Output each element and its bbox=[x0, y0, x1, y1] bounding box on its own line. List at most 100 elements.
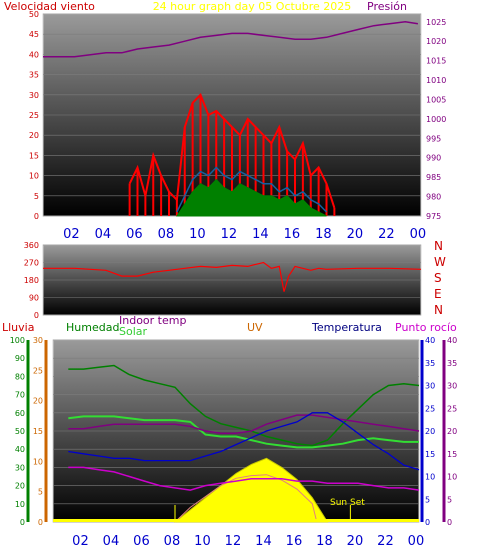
dew-y-tick: 30 bbox=[447, 382, 457, 391]
wind-y-tick: 25 bbox=[29, 111, 39, 120]
series-punto-rocio bbox=[68, 466, 420, 491]
uv-y-tick: 0 bbox=[38, 518, 43, 527]
temp-y-tick: 25 bbox=[425, 404, 435, 413]
lluvia-y-tick: 80 bbox=[15, 372, 25, 381]
series-indoor-temp bbox=[68, 414, 420, 435]
climate-axes: 0102030405060708090100051015202530051015… bbox=[10, 336, 457, 527]
series-humedad bbox=[68, 364, 420, 447]
wind-x-tick: 22 bbox=[378, 227, 395, 242]
direction-letter-e: E bbox=[434, 287, 442, 301]
lluvia-y-tick: 90 bbox=[15, 354, 25, 363]
climate-series bbox=[53, 364, 420, 522]
uv-y-tick: 10 bbox=[33, 457, 43, 466]
legend-humedad: Humedad bbox=[66, 321, 119, 334]
uv-y-tick: 30 bbox=[33, 336, 43, 345]
temp-y-tick: 20 bbox=[425, 427, 435, 436]
legend-lluvia: Lluvia bbox=[2, 321, 34, 334]
uv-y-tick: 20 bbox=[33, 397, 43, 406]
pressure-y-tick: 1015 bbox=[426, 57, 446, 66]
chart-date-title: 24 hour graph day 05 Octubre 2025 bbox=[153, 0, 352, 13]
dew-y-tick: 40 bbox=[447, 336, 457, 345]
legend-temperatura: Temperatura bbox=[311, 321, 382, 334]
wind-series bbox=[43, 21, 419, 217]
pressure-title: Presión bbox=[367, 0, 407, 13]
wind-y-tick: 15 bbox=[29, 151, 39, 160]
climate-x-axis: 02 04 06 08 10 12 14 16 18 20 22 00 bbox=[72, 534, 424, 549]
direction-grid bbox=[43, 244, 421, 316]
wind-x-tick: 02 bbox=[63, 227, 80, 242]
pressure-y-tick: 1010 bbox=[426, 76, 446, 85]
pressure-y-tick: 980 bbox=[426, 193, 441, 202]
uv-area bbox=[173, 457, 329, 523]
wind-y-tick: 5 bbox=[34, 192, 39, 201]
pressure-y-tick: 995 bbox=[426, 134, 441, 143]
dew-y-tick: 0 bbox=[447, 518, 452, 527]
temp-y-tick: 30 bbox=[425, 382, 435, 391]
uv-y-tick: 5 bbox=[38, 488, 43, 497]
wind-x-tick: 10 bbox=[189, 227, 206, 242]
lluvia-y-tick: 30 bbox=[15, 463, 25, 472]
direction-letter-n: N bbox=[434, 239, 443, 253]
pressure-y-tick: 975 bbox=[426, 212, 441, 221]
pressure-y-tick: 985 bbox=[426, 173, 441, 182]
wind-y-tick: 10 bbox=[29, 172, 39, 181]
dew-y-tick: 25 bbox=[447, 404, 457, 413]
series-presion bbox=[43, 21, 419, 58]
climate-x-tick: 10 bbox=[194, 534, 211, 549]
dew-y-tick: 10 bbox=[447, 473, 457, 482]
climate-x-tick: 12 bbox=[225, 534, 242, 549]
pressure-y-tick: 1020 bbox=[426, 37, 446, 46]
series-wind bbox=[128, 92, 336, 209]
wind-x-tick: 04 bbox=[95, 227, 112, 242]
direction-y-tick: 0 bbox=[34, 311, 39, 320]
wind-y-tick: 0 bbox=[34, 212, 39, 221]
series-solar bbox=[68, 415, 419, 449]
wind-x-tick: 14 bbox=[252, 227, 269, 242]
wind-x-tick: 00 bbox=[410, 227, 427, 242]
direction-letter-w: W bbox=[434, 255, 446, 269]
legend-uv: UV bbox=[247, 321, 263, 334]
climate-x-tick: 20 bbox=[347, 534, 364, 549]
lluvia-y-tick: 10 bbox=[15, 500, 25, 509]
wind-x-tick: 08 bbox=[158, 227, 175, 242]
uv-solar-fill bbox=[173, 457, 329, 523]
dew-y-tick: 35 bbox=[447, 359, 457, 368]
wind-x-axis: 02 04 06 08 10 12 14 16 18 20 22 00 bbox=[63, 227, 426, 242]
sunset-label: Sun Set bbox=[330, 498, 365, 508]
wind-speed-title: Velocidad viento bbox=[4, 0, 95, 13]
legend-punto-rocio: Punto rocío bbox=[395, 321, 457, 334]
uv-y-tick: 15 bbox=[33, 427, 43, 436]
lluvia-y-tick: 60 bbox=[15, 409, 25, 418]
climate-x-tick: 04 bbox=[103, 534, 120, 549]
climate-x-tick: 02 bbox=[72, 534, 89, 549]
climate-x-tick: 14 bbox=[255, 534, 272, 549]
lluvia-y-tick: 70 bbox=[15, 391, 25, 400]
dew-y-tick: 5 bbox=[447, 495, 452, 504]
series-solar-radiation bbox=[174, 474, 318, 523]
direction-y-tick: 360 bbox=[24, 241, 39, 250]
wind-y-tick: 45 bbox=[29, 30, 39, 39]
lluvia-y-tick: 100 bbox=[10, 336, 25, 345]
series-temperatura bbox=[68, 412, 420, 471]
climate-x-tick: 22 bbox=[377, 534, 394, 549]
wind-x-tick: 16 bbox=[284, 227, 301, 242]
dew-y-tick: 20 bbox=[447, 427, 457, 436]
wind-y-tick: 50 bbox=[29, 10, 39, 19]
wind-left-axis: 0 5 10 15 20 25 30 35 40 45 50 bbox=[29, 10, 39, 221]
series-wind-avg bbox=[176, 166, 328, 213]
legend-solar: Solar bbox=[119, 325, 148, 338]
climate-x-tick: 18 bbox=[316, 534, 333, 549]
temp-y-tick: 35 bbox=[425, 359, 435, 368]
lluvia-y-tick: 50 bbox=[15, 427, 25, 436]
wind-x-tick: 20 bbox=[347, 227, 364, 242]
climate-x-tick: 00 bbox=[408, 534, 425, 549]
wind-y-tick: 20 bbox=[29, 131, 39, 140]
direction-letter-n: N bbox=[434, 303, 443, 317]
temp-y-tick: 40 bbox=[425, 336, 435, 345]
wind-y-tick: 35 bbox=[29, 71, 39, 80]
pressure-y-tick: 1025 bbox=[426, 18, 446, 27]
direction-y-tick: 180 bbox=[24, 276, 39, 285]
climate-x-tick: 06 bbox=[133, 534, 150, 549]
wind-x-tick: 18 bbox=[315, 227, 332, 242]
